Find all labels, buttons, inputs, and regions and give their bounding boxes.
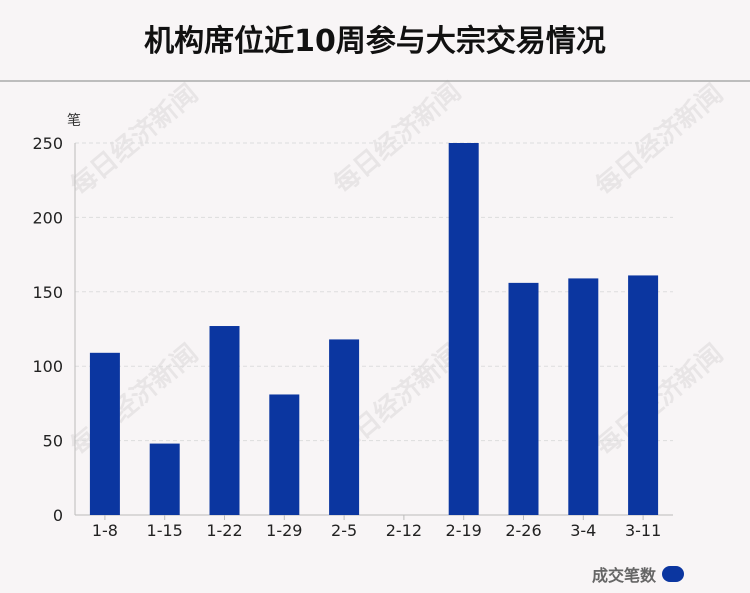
y-tick-label: 50 (43, 432, 63, 451)
x-tick-label: 1-29 (266, 521, 302, 540)
x-tick-label: 2-5 (331, 521, 357, 540)
bar-2-19 (448, 143, 479, 515)
x-tick-label: 1-22 (206, 521, 242, 540)
legend-swatch (662, 566, 684, 582)
bar-3-4 (568, 278, 599, 515)
x-tick-label: 1-8 (92, 521, 118, 540)
y-tick-label: 250 (32, 134, 63, 153)
y-tick-label: 200 (32, 208, 63, 227)
x-tick-label: 1-15 (147, 521, 183, 540)
bar-2-26 (508, 282, 539, 515)
x-tick-label: 2-19 (446, 521, 482, 540)
tick-labels: 0 50 100 150 200 250 1-8 1-15 1-22 1-29 2-5 2-12 2-1… (32, 134, 661, 540)
x-tick-label: 3-11 (625, 521, 661, 540)
chart-title: 机构席位近10周参与大宗交易情况 (144, 24, 606, 59)
y-tick-label: 150 (32, 283, 63, 302)
title-divider (0, 80, 750, 82)
x-tick-label: 2-26 (505, 521, 541, 540)
y-tick-label: 100 (32, 357, 63, 376)
x-tick-label: 3-4 (570, 521, 596, 540)
y-tick-label: 0 (53, 506, 63, 525)
legend-label: 成交笔数 (591, 566, 656, 585)
bar-1-15 (149, 443, 180, 515)
bar-1-22 (209, 326, 240, 515)
legend: 成交笔数 (592, 562, 684, 586)
bars (89, 143, 659, 515)
bar-2-5 (329, 339, 360, 515)
bar-3-11 (628, 275, 659, 515)
y-axis-unit: 笔 (67, 113, 81, 129)
bar-1-8 (89, 352, 120, 515)
x-tick-label: 2-12 (386, 521, 422, 540)
bar-1-29 (269, 394, 300, 515)
